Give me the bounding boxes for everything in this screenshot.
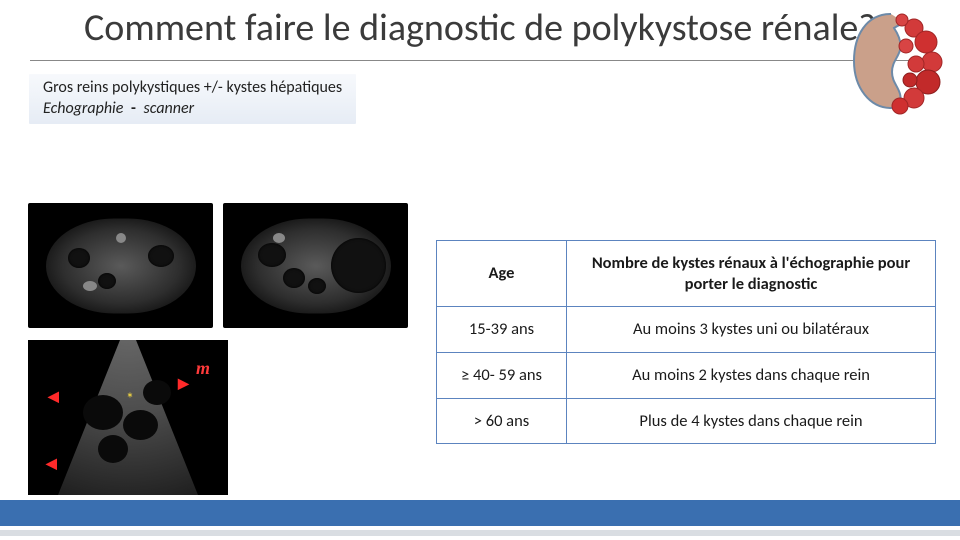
subtitle-dash: -	[131, 99, 136, 118]
polycystic-kidney-icon	[836, 6, 946, 116]
table-cell-age: 15-39 ans	[437, 307, 567, 352]
table-cell-age: > 60 ans	[437, 399, 567, 444]
subtitle-box: Gros reins polykystiques +/- kystes hépa…	[28, 73, 357, 125]
footer-bar	[0, 500, 960, 526]
ct-scans-row	[28, 203, 408, 328]
ct-scan-1	[28, 203, 213, 328]
ultrasound-image: ◀ ◀ ▶ * m	[28, 340, 228, 495]
table-row: 15-39 ans Au moins 3 kystes uni ou bilat…	[437, 306, 935, 352]
table-header-age: Age	[437, 241, 567, 306]
slide-title: Comment faire le diagnostic de polykysto…	[60, 8, 900, 50]
diagnostic-criteria-table: Age Nombre de kystes rénaux à l'échograp…	[436, 240, 936, 444]
table-cell-desc: Plus de 4 kystes dans chaque rein	[567, 399, 935, 444]
subtitle-line2: Echographie - scanner	[43, 99, 342, 118]
subtitle-echographie: Echographie	[43, 99, 123, 118]
table-header-desc: Nombre de kystes rénaux à l'échographie …	[567, 241, 935, 306]
table-row: ≥ 40- 59 ans Au moins 2 kystes dans chaq…	[437, 352, 935, 398]
table-cell-age: ≥ 40- 59 ans	[437, 353, 567, 398]
subtitle-line1: Gros reins polykystiques +/- kystes hépa…	[43, 78, 342, 97]
ct-scan-2	[223, 203, 408, 328]
title-divider	[30, 60, 930, 61]
table-row: > 60 ans Plus de 4 kystes dans chaque re…	[437, 398, 935, 444]
table-header-row: Age Nombre de kystes rénaux à l'échograp…	[437, 241, 935, 306]
table-cell-desc: Au moins 3 kystes uni ou bilatéraux	[567, 307, 935, 352]
subtitle-scanner: scanner	[144, 99, 195, 118]
table-cell-desc: Au moins 2 kystes dans chaque rein	[567, 353, 935, 398]
